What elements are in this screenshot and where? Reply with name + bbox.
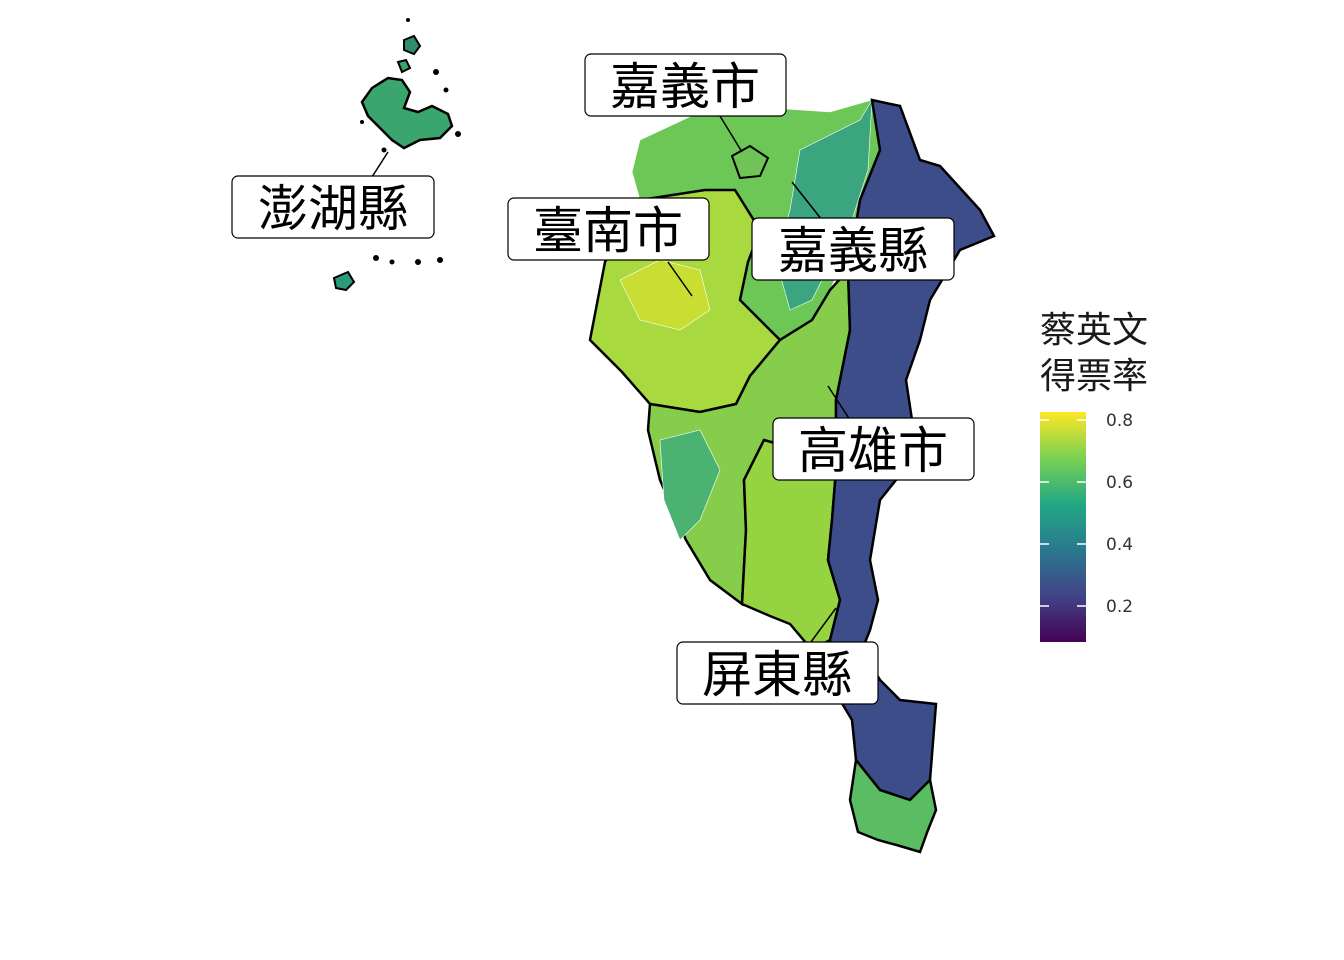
legend-ticks — [1040, 419, 1086, 607]
leader-line — [667, 261, 693, 297]
legend: 蔡英文 得票率 0.8 0.6 0.4 0.2 — [1040, 310, 1148, 642]
leader-line — [791, 181, 823, 221]
label-kaohsiung[interactable]: 高雄市 — [772, 417, 975, 481]
leader-line — [719, 115, 743, 153]
penghu-main-island — [360, 76, 454, 150]
legend-title-line2: 得票率 — [1040, 356, 1148, 397]
region-labels[interactable]: 嘉義市 澎湖縣 臺南市 嘉義縣 高雄市 屏東縣 — [231, 53, 975, 705]
penghu-islet — [443, 87, 449, 93]
penghu-north-islet — [403, 34, 422, 56]
region-hengchun — [848, 756, 938, 854]
label-tainan-text: 臺南市 — [533, 202, 683, 260]
penghu-islet — [437, 257, 443, 263]
legend-tick-label: 0.6 — [1106, 473, 1133, 493]
penghu-islet — [373, 255, 379, 261]
penghu-islet — [455, 131, 461, 137]
region-chiayi-city — [730, 144, 770, 180]
legend-colorbar — [1040, 412, 1086, 642]
label-penghu-text: 澎湖縣 — [258, 180, 408, 238]
label-chiayi-county-text: 嘉義縣 — [778, 222, 928, 280]
region-kaohsiung-urban — [659, 429, 721, 541]
label-penghu[interactable]: 澎湖縣 — [231, 175, 435, 239]
penghu-islet — [406, 18, 410, 22]
label-kaohsiung-text: 高雄市 — [798, 422, 948, 480]
label-tainan[interactable]: 臺南市 — [507, 197, 710, 261]
legend-tick-label: 0.8 — [1106, 411, 1133, 431]
label-pingtung-text: 屏東縣 — [702, 646, 852, 704]
label-chiayi-county[interactable]: 嘉義縣 — [751, 217, 955, 281]
penghu-south-islet — [332, 270, 356, 292]
penghu-islet — [433, 69, 439, 75]
leader-lines — [369, 115, 851, 647]
label-chiayi-city-text: 嘉義市 — [610, 58, 760, 116]
label-chiayi-city[interactable]: 嘉義市 — [584, 53, 787, 117]
legend-tick-label: 0.4 — [1106, 535, 1133, 555]
leader-line — [827, 385, 851, 421]
penghu-islet — [396, 58, 412, 74]
legend-tick-label: 0.2 — [1106, 597, 1133, 617]
leader-line — [369, 151, 389, 181]
penghu-islet — [381, 147, 387, 153]
penghu-islet — [360, 120, 364, 124]
leader-line — [807, 607, 837, 647]
legend-title-line1: 蔡英文 — [1040, 310, 1148, 351]
penghu-islet — [389, 259, 395, 265]
penghu-islet — [415, 259, 421, 265]
label-pingtung[interactable]: 屏東縣 — [676, 641, 879, 705]
penghu-islands — [332, 18, 461, 292]
